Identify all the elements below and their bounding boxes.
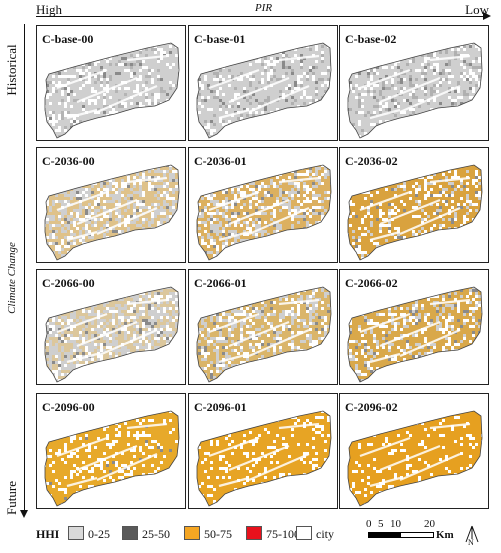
legend-swatch-0-25 (68, 526, 84, 540)
map-panel: C-2096-02 (339, 393, 489, 509)
map-panel: C-2036-00 (36, 147, 186, 263)
climate-axis-title: Climate Change (6, 242, 18, 314)
hhi-legend: HHI 0-25 25-50 50-75 75-100 city (36, 524, 336, 544)
panel-title: C-2096-01 (194, 400, 247, 415)
scale-tick-5: 5 (378, 518, 384, 530)
pir-axis-arrowhead (483, 12, 491, 20)
legend-swatch-75-100 (246, 526, 262, 540)
map-panel: C-2096-00 (36, 393, 186, 509)
legend-label-city: city (316, 527, 334, 542)
north-arrow: N (462, 524, 482, 548)
climate-axis-line (24, 24, 25, 512)
map-panel: C-base-01 (188, 25, 338, 141)
scale-bar-graphic (368, 532, 434, 538)
map-panel: C-2066-02 (339, 269, 489, 385)
scale-tick-10: 10 (390, 518, 401, 530)
legend-title: HHI (36, 527, 59, 542)
legend-label-0-25: 0-25 (88, 527, 110, 542)
legend-swatch-25-50 (122, 526, 138, 540)
legend-label-25-50: 25-50 (142, 527, 170, 542)
panel-title: C-2096-02 (345, 400, 398, 415)
map-panel: C-base-00 (36, 25, 186, 141)
map-panel: C-2036-01 (188, 147, 338, 263)
panel-title: C-2066-00 (42, 276, 95, 291)
scale-bar: 0 5 10 20 Km (364, 518, 454, 546)
map-panel: C-base-02 (339, 25, 489, 141)
scale-tick-0: 0 (366, 518, 372, 530)
panel-title: C-2066-02 (345, 276, 398, 291)
panel-title: C-2036-00 (42, 154, 95, 169)
pir-axis: High PIR Low (36, 0, 491, 22)
panel-title: C-2036-02 (345, 154, 398, 169)
scale-tick-20: 20 (424, 518, 435, 530)
legend-label-50-75: 50-75 (204, 527, 232, 542)
legend-swatch-city (296, 526, 312, 540)
panel-title: C-2096-00 (42, 400, 95, 415)
climate-axis-arrowhead (20, 510, 28, 518)
pir-axis-title: PIR (36, 2, 491, 14)
scale-unit: Km (436, 529, 454, 541)
historical-label: Historical (4, 44, 20, 95)
map-panel: C-2036-02 (339, 147, 489, 263)
map-panel: C-2096-01 (188, 393, 338, 509)
legend-label-75-100: 75-100 (266, 527, 300, 542)
map-panel: C-2066-01 (188, 269, 338, 385)
north-label: N (468, 538, 474, 547)
map-panel: C-2066-00 (36, 269, 186, 385)
pir-axis-line (36, 16, 485, 17)
panel-title: C-2036-01 (194, 154, 247, 169)
panel-title: C-base-01 (194, 32, 245, 47)
panel-title: C-base-00 (42, 32, 93, 47)
panel-title: C-2066-01 (194, 276, 247, 291)
climate-axis: Historical Climate Change Future (0, 22, 30, 522)
panel-title: C-base-02 (345, 32, 396, 47)
legend-swatch-50-75 (184, 526, 200, 540)
future-label: Future (4, 481, 20, 515)
